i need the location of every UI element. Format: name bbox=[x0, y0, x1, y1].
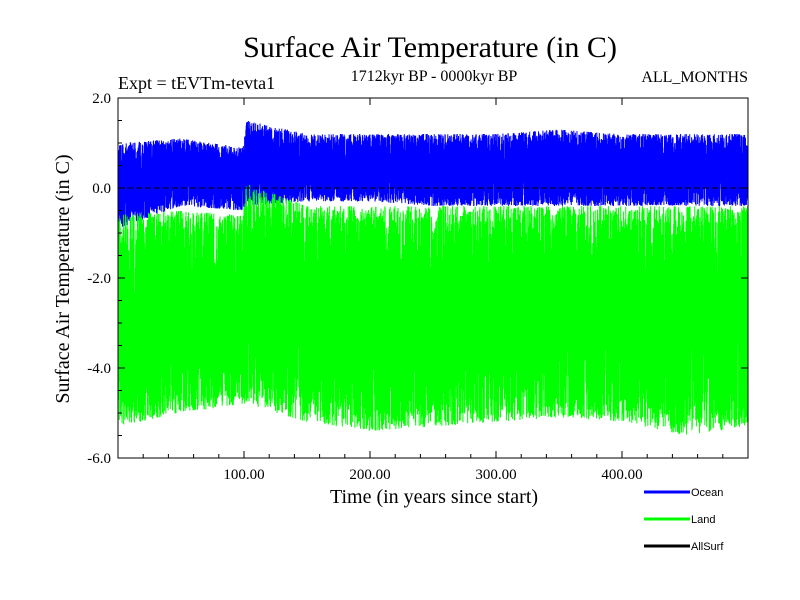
series-land bbox=[117, 184, 749, 435]
x-tick-label: 400.00 bbox=[601, 467, 642, 483]
x-tick-label: 100.00 bbox=[223, 467, 264, 483]
chart-experiment: Expt = tEVTm-tevta1 bbox=[118, 73, 275, 93]
y-tick-label: -2.0 bbox=[87, 271, 111, 287]
series-ocean bbox=[117, 121, 749, 227]
x-tick-label: 200.00 bbox=[349, 467, 390, 483]
tick-layer: 100.00 200.00 300.00 400.00 2.0 0.0 -2.0 -4.0 -6… bbox=[87, 91, 748, 483]
legend-label-ocean: Ocean bbox=[691, 487, 723, 499]
y-axis-label: Surface Air Temperature (in C) bbox=[52, 154, 74, 403]
legend-label-land: Land bbox=[691, 514, 715, 526]
chart-subtitle: 1712kyr BP - 0000kyr BP bbox=[351, 68, 518, 85]
series-line-land bbox=[117, 184, 749, 435]
legend: Ocean Land AllSurf bbox=[644, 487, 724, 553]
legend-label-allsurf: AllSurf bbox=[691, 541, 724, 553]
x-tick-label: 300.00 bbox=[475, 467, 516, 483]
y-tick-label: 0.0 bbox=[92, 181, 111, 197]
x-axis-label: Time (in years since start) bbox=[330, 486, 538, 508]
y-tick-label: 2.0 bbox=[92, 91, 111, 107]
y-tick-label: -4.0 bbox=[87, 361, 111, 377]
y-tick-label: -6.0 bbox=[87, 451, 111, 467]
series-line-ocean bbox=[117, 121, 749, 227]
chart-months: ALL_MONTHS bbox=[641, 69, 748, 86]
chart-title: Surface Air Temperature (in C) bbox=[243, 31, 617, 64]
series-layer bbox=[117, 121, 749, 435]
